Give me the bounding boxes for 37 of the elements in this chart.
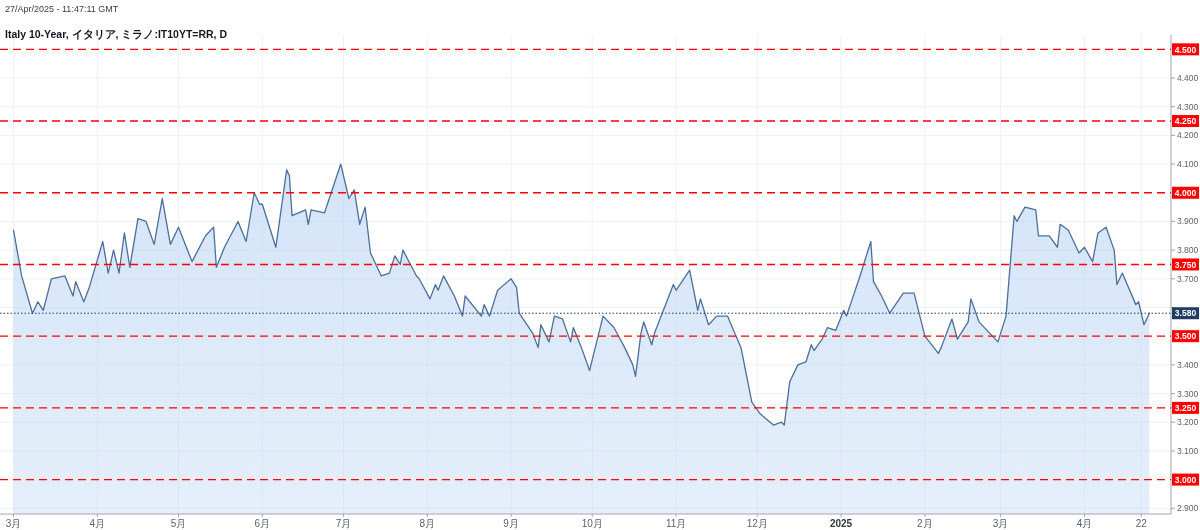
x-tick-label: 4月 [1076,517,1093,529]
title: Italy 10-Year, イタリア, ミラノ:IT10YT=RR, D [5,28,228,40]
x-tick-label: 11月 [665,517,687,529]
y2-tick-label: 3.900 [1177,216,1199,227]
y2-tick-label: 4.400 [1177,73,1199,84]
x-tick-label: 4月 [89,517,106,529]
x-tick-label: 6月 [254,517,271,529]
x-tick-label: 2025 [829,517,853,529]
x-tick-label: 7月 [335,517,352,529]
y2-tick-label: 4.200 [1177,130,1199,141]
y2-tick-label: 4.100 [1177,159,1199,170]
x-tick-label: 3月 [992,517,1009,529]
x-tick-label: 3月 [5,517,22,529]
y2-tick-label: 3.800 [1177,245,1199,256]
annotation: 27/Apr/2025 - 11:47:11 GMT [5,4,119,14]
y2-tick-label: 2.900 [1177,503,1199,514]
x-tick-label: 10月 [581,517,603,529]
x-tick-label: 2月 [917,517,933,529]
ref-line-label: 3.580 [1174,308,1197,319]
y2-tick-label: 3.700 [1177,273,1199,284]
ref-line-label: 3.500 [1174,331,1197,342]
ref-line-label: 3.000 [1174,474,1197,485]
x-tick-label: 5月 [170,517,187,529]
x-tick-label: 8月 [419,517,436,529]
ref-line-label: 4.000 [1174,187,1197,198]
y2-tick-label: 4.300 [1177,101,1199,112]
ref-line-label: 4.250 [1174,116,1197,127]
y2-tick-label: 3.300 [1177,388,1199,399]
x-tick-label: 12月 [746,517,768,529]
y2-tick-label: 3.200 [1177,417,1199,428]
ref-line-label: 3.250 [1174,403,1197,414]
x-tick-label: 22 [1135,517,1148,529]
y2-tick-label: 3.400 [1177,359,1199,370]
y2-tick-label: 3.100 [1177,445,1199,456]
ref-line-label: 4.500 [1174,44,1197,55]
x-tick-label: 9月 [503,517,519,529]
ref-line-label: 3.750 [1174,259,1197,270]
